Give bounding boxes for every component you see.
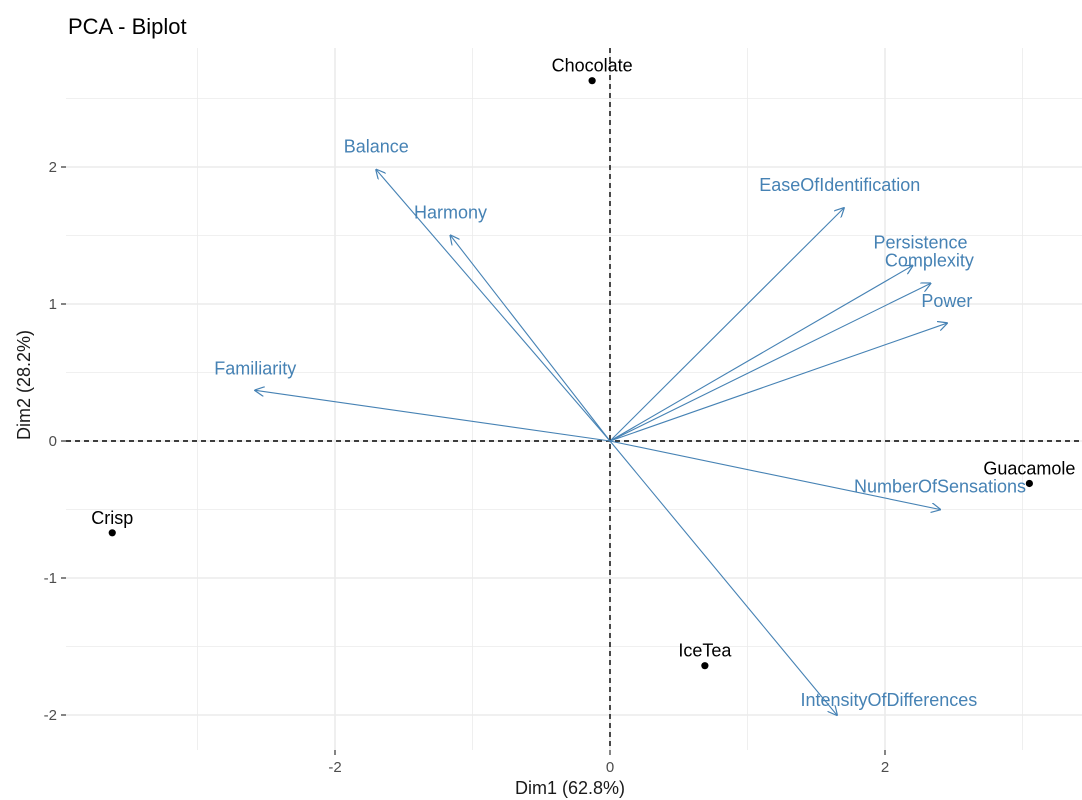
- variable-arrow-power: [609, 323, 947, 442]
- point-crisp: [108, 529, 116, 537]
- axes: -2 0 2 -2 -1 0 1 2: [44, 159, 890, 776]
- point-icetea: [701, 662, 709, 670]
- variable-arrow-familiarity: [255, 390, 611, 442]
- y-axis-title: Dim2 (28.2%): [14, 330, 34, 440]
- y-tick-label: -2: [44, 707, 57, 724]
- variable-label: Power: [921, 291, 972, 311]
- chart-title: PCA - Biplot: [68, 14, 187, 39]
- variable-arrow-balance: [376, 170, 611, 442]
- reference-lines: [66, 48, 1082, 750]
- x-tick-label: -2: [328, 759, 341, 776]
- individual-points: Chocolate Guacamole Crisp IceTea: [91, 56, 1075, 670]
- variable-arrow-complexity: [609, 283, 930, 442]
- y-tick-label: 2: [49, 159, 57, 176]
- variable-arrow-persistence: [609, 266, 913, 442]
- variable-arrow-intensityofdifferences: [609, 440, 837, 715]
- y-tick-label: 1: [49, 296, 57, 313]
- variable-label: Balance: [344, 137, 409, 157]
- variable-arrows: Balance Harmony EaseOfIdentification Persis…: [214, 137, 1026, 715]
- x-tick-label: 2: [881, 759, 889, 776]
- variable-arrow-numberofsensations: [609, 440, 940, 510]
- point-label: Crisp: [91, 508, 133, 528]
- point-guacamole: [1025, 479, 1033, 488]
- y-tick-label: -1: [44, 570, 57, 587]
- point-label: IceTea: [678, 641, 732, 661]
- variable-label: Persistence: [873, 233, 967, 253]
- variable-label: Harmony: [414, 203, 487, 223]
- variable-label: EaseOfIdentification: [759, 175, 920, 195]
- point-label: Chocolate: [552, 56, 633, 76]
- y-tick-label: 0: [49, 433, 57, 450]
- x-tick-label: 0: [606, 759, 614, 776]
- point-label: Guacamole: [983, 458, 1075, 478]
- variable-label: IntensityOfDifferences: [801, 690, 978, 710]
- variable-arrow-easeofidentification: [609, 208, 844, 442]
- point-chocolate: [588, 77, 596, 85]
- variable-label: NumberOfSensations: [854, 477, 1026, 497]
- variable-label: Familiarity: [214, 358, 296, 378]
- x-axis-title: Dim1 (62.8%): [515, 778, 625, 798]
- variable-label: Complexity: [885, 250, 974, 270]
- variable-arrow-harmony: [451, 236, 611, 442]
